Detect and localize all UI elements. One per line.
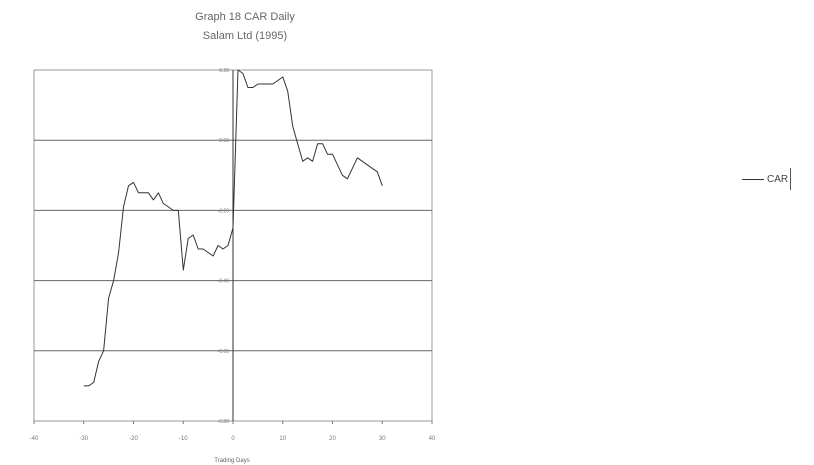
x-tick-label: 0 bbox=[231, 436, 235, 442]
y-tick-label: -0.60 bbox=[218, 349, 230, 355]
y-tick-label: 0.00 bbox=[219, 138, 229, 144]
x-tick-label: 10 bbox=[279, 436, 286, 442]
x-tick-label: -20 bbox=[129, 436, 138, 442]
series-group bbox=[83, 69, 383, 387]
chart-title-block: Graph 18 CAR Daily Salam Ltd (1995) bbox=[120, 8, 370, 46]
x-tick-label: 40 bbox=[429, 436, 436, 442]
series-line-car bbox=[83, 69, 383, 387]
x-tick-label: -10 bbox=[179, 436, 188, 442]
tick-labels: -0.80 -0.60 -0.40 -0.20 0.00 0.20 -40 -30 -20 -10… bbox=[30, 68, 436, 442]
y-tick-label: -0.20 bbox=[218, 208, 230, 214]
axes bbox=[33, 70, 433, 424]
x-tick-label: -40 bbox=[30, 436, 39, 442]
y-tick-label: 0.20 bbox=[219, 68, 229, 74]
legend: CAR bbox=[742, 168, 792, 190]
y-tick-label: -0.40 bbox=[218, 279, 230, 285]
legend-swatch bbox=[742, 178, 764, 180]
y-tick-label: -0.80 bbox=[218, 419, 230, 425]
legend-label: CAR bbox=[767, 173, 789, 185]
chart-subtitle: Salam Ltd (1995) bbox=[202, 30, 288, 42]
x-tick-label: 30 bbox=[379, 436, 386, 442]
x-tick-label: -30 bbox=[79, 436, 88, 442]
chart-title: Graph 18 CAR Daily bbox=[195, 11, 295, 23]
x-axis-label: Trading Days bbox=[214, 458, 249, 464]
legend-edge bbox=[790, 168, 792, 190]
x-tick-label: 20 bbox=[329, 436, 336, 442]
